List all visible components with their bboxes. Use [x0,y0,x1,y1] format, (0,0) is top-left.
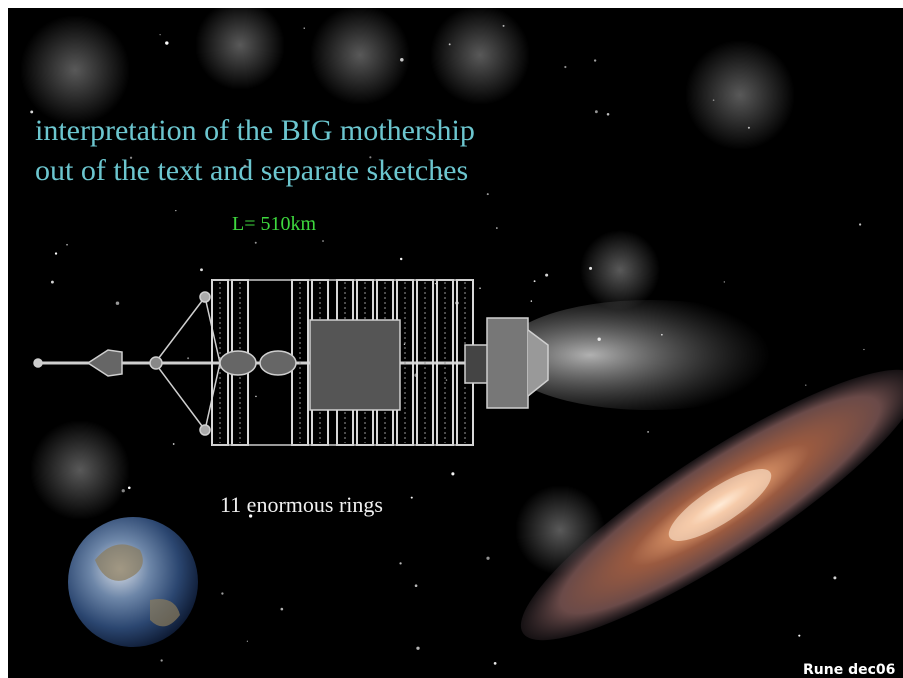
credit: Rune dec06 [803,662,895,678]
star [399,562,401,564]
star [713,99,715,101]
star [161,659,163,661]
pod [200,292,210,302]
nose [34,359,42,367]
star [221,592,223,594]
star [415,584,418,587]
star [647,431,649,433]
pod [200,425,210,435]
star [479,287,480,288]
star [51,281,54,284]
glow [685,40,795,150]
star [863,349,864,350]
star [589,267,592,270]
rings-label: 11 enormous rings [220,492,383,517]
hub [150,357,162,369]
star [411,497,413,499]
star [66,244,68,246]
star [531,300,532,301]
star [724,281,725,282]
star [534,280,536,282]
star [503,25,505,27]
star [187,357,189,359]
scene: interpretation of the BIG mothership out… [0,0,903,678]
star [545,274,548,277]
star [597,338,600,341]
star [496,227,498,229]
engine-block [487,318,528,408]
star [449,43,451,45]
star [122,489,125,492]
star [594,59,596,61]
star [322,240,323,241]
star [661,334,663,336]
earth [68,517,198,647]
glow [30,420,130,520]
length-label: L= 510km [232,213,316,235]
star [159,34,160,35]
glow [20,15,130,125]
star [255,242,257,244]
star [494,662,497,665]
star [304,27,305,28]
bulb [260,351,296,375]
star [451,472,454,475]
star [30,110,33,113]
star [247,641,248,642]
star [435,283,436,284]
title-line: out of the text and separate sketches [35,154,468,187]
star [173,443,175,445]
star [116,301,119,304]
star [400,258,402,260]
star [200,268,203,271]
star [805,384,806,385]
star [486,557,489,560]
star [564,66,566,68]
star [165,41,168,44]
title-line: interpretation of the BIG mothership [35,114,475,147]
bulb [220,351,256,375]
star [175,210,176,211]
star [281,608,284,611]
star [416,647,419,650]
star [595,110,598,113]
star [446,379,447,380]
star [798,635,800,637]
star [400,58,404,62]
star [859,223,861,225]
star [833,576,836,579]
glow [195,0,285,90]
star [607,113,610,116]
glow [430,5,530,105]
glow [310,5,410,105]
star [55,252,57,254]
star [748,127,750,129]
glow [580,230,660,310]
star [128,486,131,489]
core-module [310,320,400,410]
page: interpretation of the BIG mothership out… [0,0,903,678]
star [255,396,257,398]
star [487,193,489,195]
